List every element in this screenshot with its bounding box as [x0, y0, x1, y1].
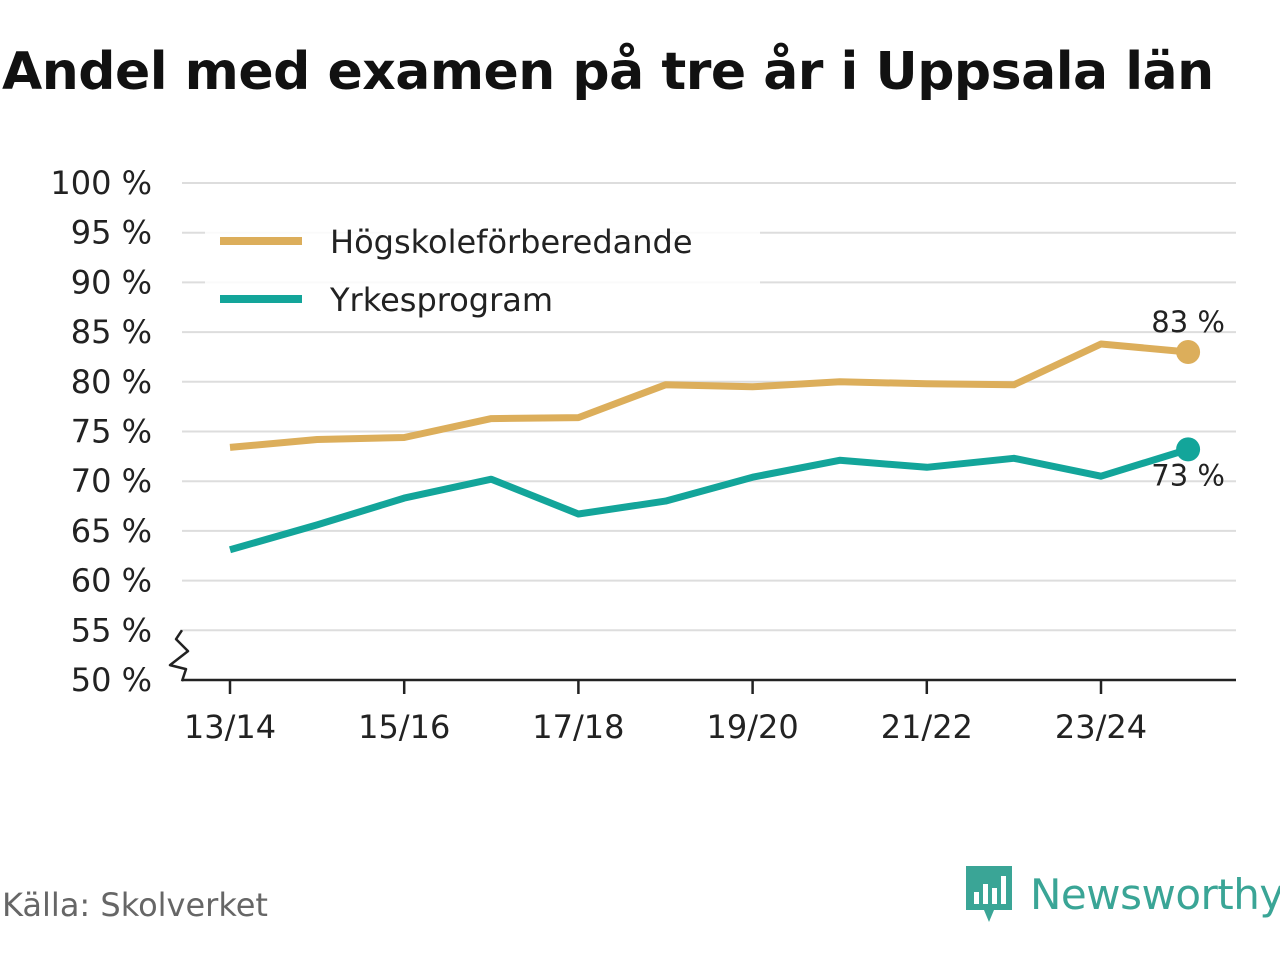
y-tick-label: 80 % [71, 363, 152, 401]
axis-break-marker [168, 629, 190, 682]
x-axis-ticks: 13/14 15/16 17/18 19/20 21/22 23/24 [184, 680, 1147, 746]
newsworthy-logo-icon [966, 866, 1012, 922]
end-labels: 83 % 73 % [1151, 305, 1225, 492]
newsworthy-logo-text: Newsworthy [1030, 869, 1280, 919]
x-tick-label: 23/24 [1055, 708, 1147, 746]
source-note: Källa: Skolverket [2, 886, 268, 924]
end-point-marker [1176, 437, 1201, 462]
y-tick-label: 75 % [71, 413, 152, 451]
series-lines [229, 339, 1201, 554]
y-tick-label: 90 % [71, 263, 152, 301]
legend: Högskoleförberedande Yrkesprogram [205, 208, 760, 328]
y-tick-label: 60 % [71, 562, 152, 600]
y-tick-label: 85 % [71, 313, 152, 351]
x-tick-label: 15/16 [358, 708, 450, 746]
chart-title: Andel med examen på tre år i Uppsala län [2, 42, 1214, 102]
line-chart: 50 % 55 % 60 % 65 % 70 % 75 % 80 % 85 % 90 % 95 %… [50, 164, 1236, 746]
end-value-label: 73 % [1151, 458, 1225, 492]
y-tick-label: 100 % [50, 164, 152, 202]
x-tick-label: 19/20 [706, 708, 798, 746]
end-value-label: 83 % [1151, 305, 1225, 339]
series-line-yrkesprogram [229, 446, 1190, 554]
y-tick-label: 70 % [71, 462, 152, 500]
end-point-marker [1176, 339, 1201, 364]
x-axis [168, 629, 1236, 682]
y-tick-label: 55 % [71, 611, 152, 649]
x-tick-label: 17/18 [532, 708, 624, 746]
y-tick-label: 50 % [71, 661, 152, 699]
x-tick-label: 13/14 [184, 708, 276, 746]
y-tick-label: 65 % [71, 512, 152, 550]
x-tick-label: 21/22 [881, 708, 973, 746]
y-axis-ticks: 50 % 55 % 60 % 65 % 70 % 75 % 80 % 85 % 90 % 95 %… [50, 164, 152, 699]
legend-label: Högskoleförberedande [330, 223, 693, 261]
legend-label: Yrkesprogram [329, 281, 553, 319]
series-line-hogskoleforberedande [229, 340, 1189, 451]
y-tick-label: 95 % [71, 214, 152, 252]
newsworthy-logo: Newsworthy [964, 864, 1280, 924]
legend-background [205, 208, 760, 328]
